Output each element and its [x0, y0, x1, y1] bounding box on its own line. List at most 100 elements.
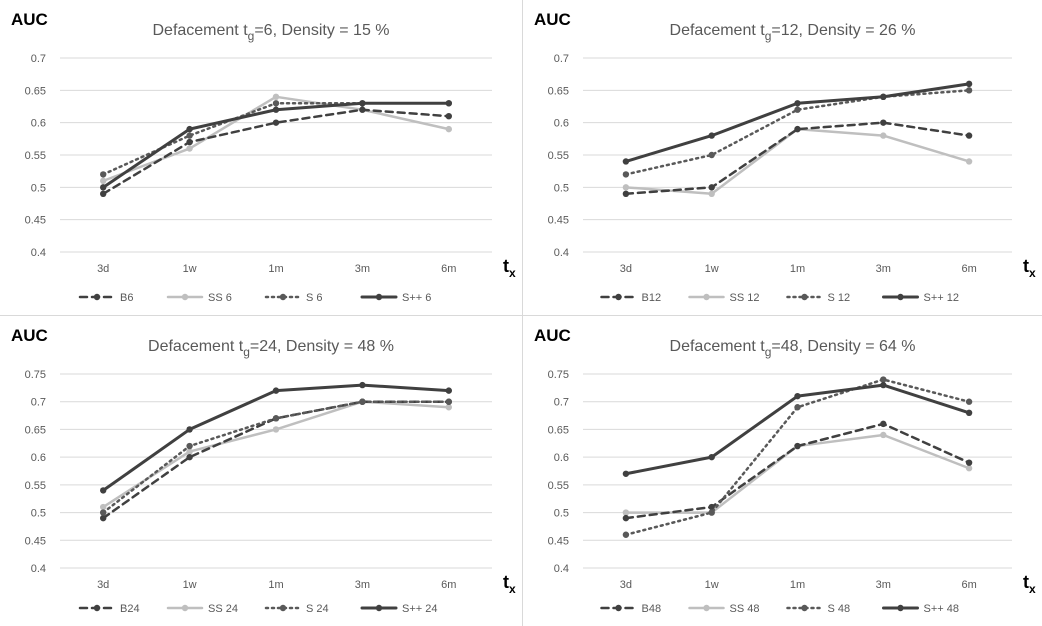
x-tick-label: 1w: [705, 579, 719, 591]
legend-marker: [703, 604, 710, 612]
y-tick-label: 0.5: [31, 182, 46, 194]
y-tick-label: 0.65: [25, 424, 46, 436]
legend-label-3: S 48: [828, 603, 851, 615]
data-point: [965, 398, 973, 405]
chart-title-subscript: g: [765, 29, 772, 43]
data-point: [186, 442, 193, 450]
data-point: [622, 470, 630, 477]
data-point: [186, 453, 193, 461]
data-point: [445, 100, 452, 107]
y-tick-label: 0.55: [548, 480, 569, 492]
legend-marker: [181, 293, 189, 301]
x-tick-label: 6m: [961, 263, 976, 275]
x-tick-label: 3m: [355, 263, 370, 275]
panel-divider-horizontal: [0, 315, 1042, 316]
legend-label-4: S++ 12: [924, 292, 959, 304]
y-tick-label: 0.65: [548, 85, 569, 97]
data-point: [965, 158, 973, 165]
y-tick-label: 0.4: [554, 247, 569, 259]
data-point: [708, 184, 715, 191]
data-point: [272, 426, 280, 433]
chart-title-suffix: =6, Density = 15 %: [254, 22, 389, 39]
series-line-1: [101, 108, 451, 196]
y-axis-label: AUC: [534, 326, 571, 345]
x-axis-subscript: x: [509, 266, 516, 280]
data-point: [272, 415, 280, 422]
legend-marker: [375, 293, 383, 301]
legend-marker: [615, 604, 622, 612]
data-point: [880, 119, 887, 126]
y-tick-label: 0.5: [31, 508, 46, 520]
data-point: [100, 487, 107, 494]
x-tick-label: 1m: [790, 579, 805, 591]
legend-marker: [375, 604, 383, 612]
data-point: [186, 426, 193, 433]
data-point: [100, 503, 107, 511]
data-point: [708, 509, 715, 516]
legend-marker: [801, 604, 808, 612]
data-point: [794, 100, 801, 107]
y-axis-label: AUC: [11, 10, 48, 29]
legend-marker: [279, 293, 287, 301]
x-tick-label: 3d: [97, 579, 109, 591]
legend-marker: [897, 293, 904, 301]
data-point: [622, 190, 630, 197]
chart-title: Defacement tg=12, Density = 26 %: [670, 22, 916, 43]
chart-title: Defacement tg=48, Density = 64 %: [670, 338, 916, 359]
y-tick-label: 0.4: [554, 563, 569, 575]
data-point: [622, 171, 630, 178]
x-tick-label: 1w: [183, 263, 197, 275]
chart-title-suffix: =48, Density = 64 %: [771, 338, 915, 355]
chart-title-prefix: Defacement t: [670, 22, 766, 39]
legend-label-4: S++ 6: [402, 292, 431, 304]
chart-title-subscript: g: [243, 345, 250, 359]
data-point: [622, 514, 630, 522]
data-point: [359, 381, 366, 389]
x-axis-label: tx: [503, 256, 516, 280]
y-tick-label: 0.75: [548, 369, 569, 381]
data-point: [445, 387, 452, 394]
data-point: [445, 404, 452, 411]
data-point: [622, 184, 630, 191]
x-tick-label: 1m: [790, 263, 805, 275]
series-line-1: [624, 121, 971, 196]
data-point: [100, 177, 107, 185]
x-axis-label: tx: [1023, 572, 1036, 596]
data-point: [880, 376, 887, 383]
y-tick-label: 0.7: [554, 397, 569, 409]
legend-label-2: SS 48: [730, 603, 760, 615]
x-axis-subscript: x: [509, 582, 516, 596]
chart-title-prefix: Defacement t: [670, 338, 766, 355]
legend-label-3: S 6: [306, 292, 323, 304]
data-point: [794, 106, 801, 113]
chart-title: Defacement tg=6, Density = 15 %: [152, 22, 389, 43]
data-point: [100, 184, 107, 191]
x-tick-label: 1m: [268, 263, 283, 275]
x-tick-label: 3m: [355, 579, 370, 591]
data-point: [708, 132, 715, 139]
x-tick-label: 3d: [97, 263, 109, 275]
x-axis-subscript: x: [1029, 582, 1036, 596]
y-tick-label: 0.65: [25, 85, 46, 97]
data-point: [272, 106, 280, 113]
chart-panel-4: AUC Defacement tg=48, Density = 64 % 0.4 0.…: [534, 326, 1036, 615]
data-point: [880, 420, 887, 428]
legend-marker: [801, 293, 808, 301]
data-point: [880, 381, 887, 389]
legend-marker: [93, 604, 101, 612]
y-tick-label: 0.6: [31, 452, 46, 464]
legend-label-2: SS 6: [208, 292, 232, 304]
y-tick-label: 0.7: [31, 397, 46, 409]
x-tick-label: 6m: [961, 579, 976, 591]
x-axis-label: tx: [503, 572, 516, 596]
legend-label-2: SS 12: [730, 292, 760, 304]
legend-marker: [93, 293, 101, 301]
y-tick-label: 0.45: [25, 215, 46, 227]
data-point: [445, 113, 452, 120]
data-point: [622, 531, 630, 538]
data-point: [186, 138, 193, 146]
chart-title-suffix: =24, Density = 48 %: [250, 338, 394, 355]
y-tick-label: 0.6: [554, 118, 569, 130]
data-point: [359, 106, 366, 113]
legend-label-3: S 24: [306, 603, 329, 615]
